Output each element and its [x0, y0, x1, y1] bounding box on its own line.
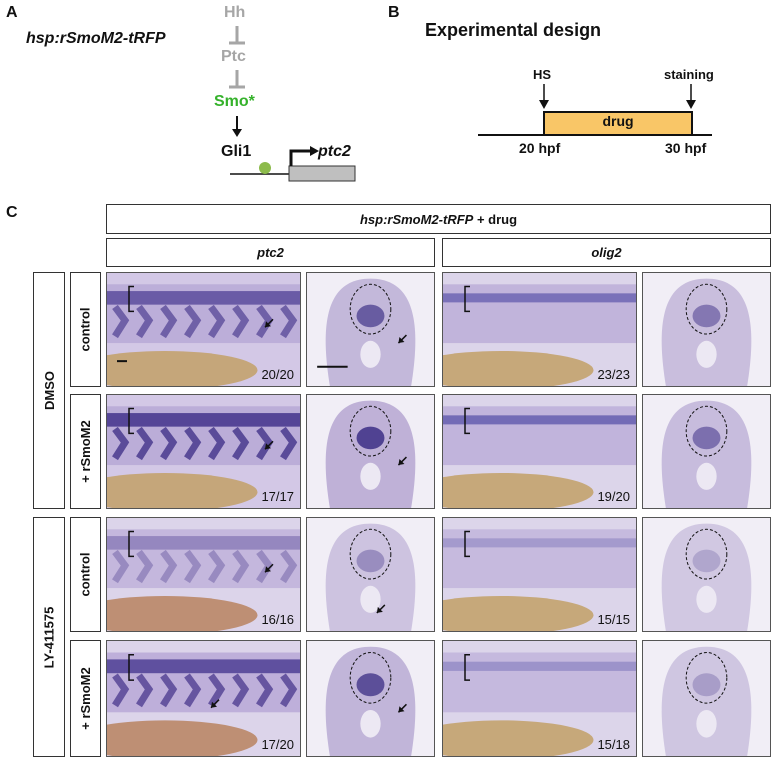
ptc-label: Ptc — [221, 48, 246, 65]
lateral-view-ptc2-row-2: 17/17 — [106, 394, 301, 509]
drug-box-label: drug — [602, 113, 634, 129]
lateral-view-ptc2-row-4: 17/20 — [106, 640, 301, 757]
panel-b-letter: B — [388, 4, 400, 21]
row-label-ly-control: control — [70, 517, 101, 632]
row-label-ly-rsmom2: + rSmoM2 — [70, 640, 101, 757]
start-time-label: 20 hpf — [519, 140, 561, 156]
drug-label-ly411575: LY-411575 — [33, 517, 65, 757]
ratio-label: 17/20 — [261, 737, 294, 752]
section-view-olig2-row-1 — [642, 272, 771, 387]
header-suffix: + drug — [473, 211, 518, 227]
staining-label: staining — [664, 67, 714, 82]
lateral-view-olig2-row-3: 15/15 — [442, 517, 637, 632]
ratio-label: 16/16 — [261, 612, 294, 627]
panel-a-letter: A — [6, 4, 18, 21]
end-time-label: 30 hpf — [665, 140, 707, 156]
ratio-label: 19/20 — [597, 489, 630, 504]
panel-c-letter: C — [6, 204, 18, 221]
section-view-ptc2-row-4 — [306, 640, 435, 757]
drug-label-dmso: DMSO — [33, 272, 65, 509]
ratio-label: 17/17 — [261, 489, 294, 504]
pathway-diagram — [229, 26, 356, 182]
probe-header-olig2: olig2 — [442, 238, 771, 267]
lateral-view-olig2-row-4: 15/18 — [442, 640, 637, 757]
row-label-dmso-rsmom2: + rSmoM2 — [70, 394, 101, 509]
lateral-view-ptc2-row-3: 16/16 — [106, 517, 301, 632]
experimental-design-title: Experimental design — [425, 20, 602, 40]
section-view-ptc2-row-2 — [306, 394, 435, 509]
ratio-label: 20/20 — [261, 367, 294, 382]
section-view-olig2-row-3 — [642, 517, 771, 632]
ratio-label: 23/23 — [597, 367, 630, 382]
smo-label: Smo* — [214, 93, 255, 110]
header-genotype: hsp:rSmoM2-tRFP — [359, 211, 474, 227]
section-view-ptc2-row-1 — [306, 272, 435, 387]
row-label-dmso-control: control — [70, 272, 101, 387]
ratio-label: 15/15 — [597, 612, 630, 627]
panel-c-header: hsp:rSmoM2-tRFP + drug — [106, 204, 771, 234]
panel-a-genotype: hsp:rSmoM2-tRFP — [26, 30, 166, 47]
hh-label: Hh — [224, 4, 246, 21]
ratio-label: 15/18 — [597, 737, 630, 752]
section-view-ptc2-row-3 — [306, 517, 435, 632]
hs-label: HS — [533, 67, 552, 82]
lateral-view-olig2-row-1: 23/23 — [442, 272, 637, 387]
section-view-olig2-row-4 — [642, 640, 771, 757]
section-view-olig2-row-2 — [642, 394, 771, 509]
probe-header-ptc2: ptc2 — [106, 238, 435, 267]
lateral-view-ptc2-row-1: 20/20 — [106, 272, 301, 387]
timeline-diagram — [478, 84, 712, 136]
ptc2-gene-label: ptc2 — [318, 143, 351, 160]
lateral-view-olig2-row-2: 19/20 — [442, 394, 637, 509]
gli1-label: Gli1 — [221, 143, 252, 160]
